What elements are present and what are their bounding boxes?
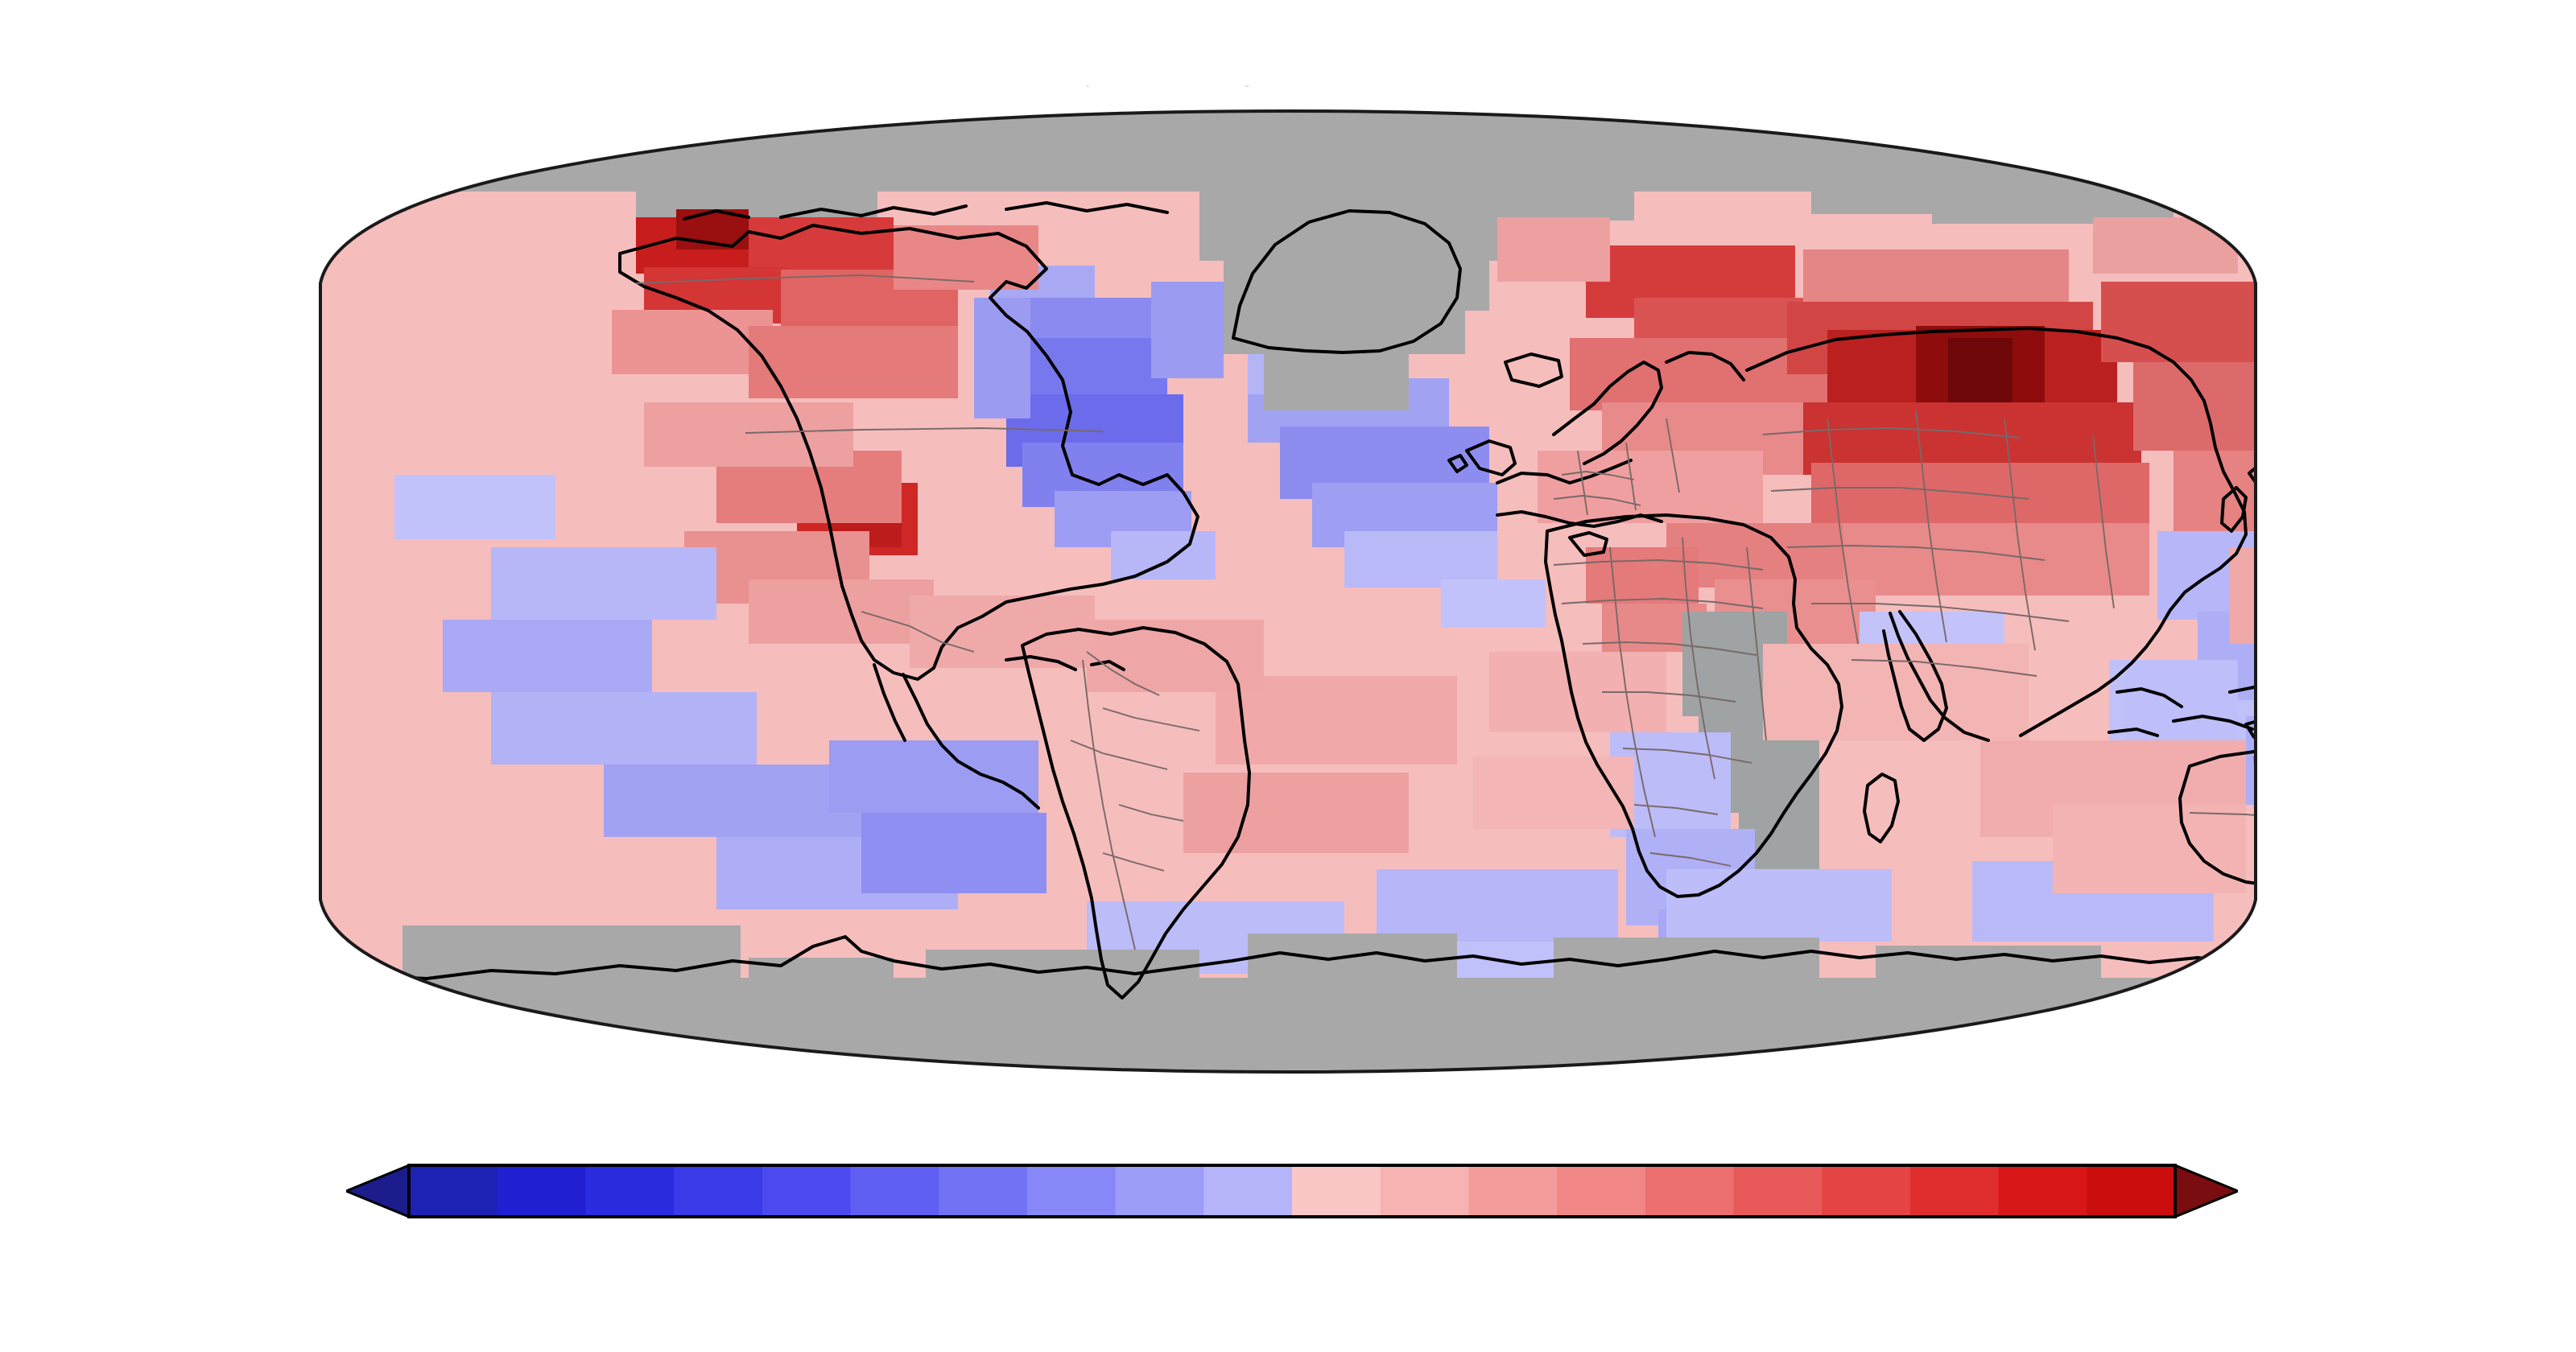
colorbar-band (1909, 1165, 2000, 1217)
colorbar-band (1822, 1165, 1911, 1217)
colorbar-tick-label: 1.0 (1687, 1226, 1699, 1236)
nodata-greenland (1224, 209, 1465, 410)
colorbar-tick-label: -0.5 (1043, 1226, 1059, 1236)
colorbar-tick-label: -1.0 (883, 1226, 898, 1236)
cool-anomaly-tropical-pacific (394, 475, 1046, 909)
colorbar-band (939, 1165, 1028, 1217)
colorbar-band (762, 1165, 852, 1217)
figure-title-clipped: NASA GISS Surface Temperature Analysis (789, 69, 1291, 88)
colorbar-band (1645, 1165, 1735, 1217)
colorbar-band (1998, 1165, 2087, 1217)
colorbar-arrow-low (346, 1163, 411, 1219)
colorbar-tick-label: -0.2 (1204, 1226, 1220, 1236)
colorbar-band (1733, 1165, 1823, 1217)
colorbar[interactable] (346, 1159, 2238, 1223)
colorbar-band (1292, 1165, 1381, 1217)
colorbar-band (1115, 1165, 1204, 1217)
cool-anomaly-north-america (974, 266, 1224, 579)
colorbar-arrow-high (2174, 1163, 2238, 1219)
colorbar-tick-label: -4.0 (562, 1226, 577, 1236)
country-borders (635, 274, 2256, 950)
cool-anomaly-north-atlantic (1248, 338, 1546, 628)
colorbar-band (497, 1165, 586, 1217)
colorbar-band (1468, 1165, 1558, 1217)
colorbar-outline (407, 1164, 2177, 1218)
colorbar-band (850, 1165, 939, 1217)
colorbar-band (1557, 1165, 1646, 1217)
colorbar-canvas[interactable] (346, 1159, 2238, 1223)
colorbar-band (2087, 1165, 2176, 1217)
map-canvas (319, 109, 2257, 1074)
warm-anomaly-ocean (910, 547, 2256, 893)
coastlines (320, 201, 2256, 1000)
colorbar-band (674, 1165, 763, 1217)
colorbar-tick-label: -4.1 (402, 1226, 417, 1236)
colorbar-tick-label: 9.4 (2169, 1226, 2181, 1236)
nodata-antarctica (320, 925, 2256, 1072)
colorbar-band (1026, 1165, 1117, 1217)
colorbar-tick-label: 2.0 (1847, 1226, 1860, 1236)
anomaly-map (298, 97, 2278, 1086)
warm-anomaly-us-west (644, 402, 934, 644)
warm-anomaly-siberia (1787, 217, 2256, 596)
colorbar-band (1203, 1165, 1293, 1217)
colorbar-band (409, 1165, 498, 1217)
colorbar-tick-label: -2.0 (722, 1226, 737, 1236)
colorbar-band (585, 1165, 675, 1217)
colorbar-tick-label: 4.0 (2008, 1226, 2021, 1236)
colorbar-tick-labels: -4.1 -4.0 -2.0 -1.0 -0.5 -0.2 0.2 0.5 1.0 2.0 4.0 9… (346, 1226, 2238, 1259)
anomaly-raster (320, 111, 2256, 1072)
colorbar-bands (409, 1165, 2176, 1217)
warm-anomaly-alaska (612, 209, 1038, 398)
colorbar-tick-label: 0.5 (1527, 1226, 1539, 1236)
colorbar-tick-label: 0.2 (1366, 1226, 1378, 1236)
colorbar-band (1380, 1165, 1469, 1217)
